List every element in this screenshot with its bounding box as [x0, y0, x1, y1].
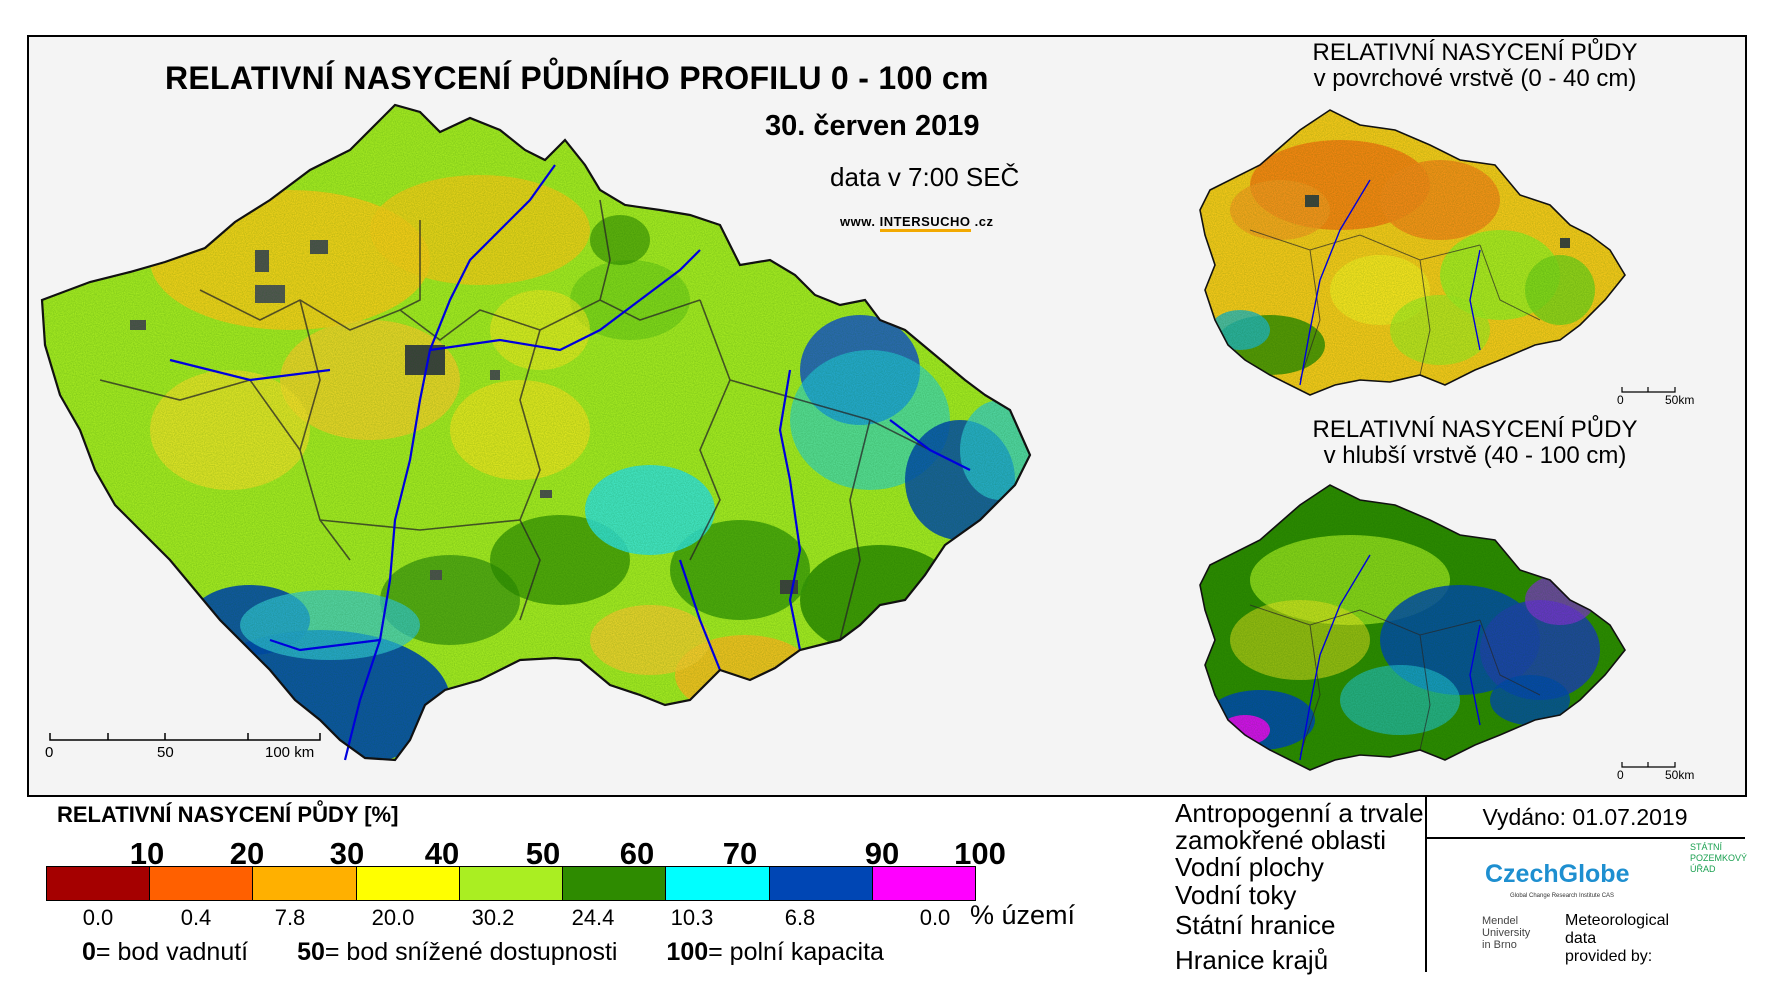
- legend-swatch: [459, 867, 564, 900]
- mendel-line: Mendel: [1482, 915, 1519, 927]
- legend-swatch: [666, 867, 770, 900]
- url-suffix: .cz: [974, 214, 994, 229]
- mendel-line: University: [1482, 927, 1531, 939]
- issued-date: Vydáno: 01.07.2019: [1425, 797, 1745, 839]
- key-anthropogenic: Antropogenní a trvale zamokřené oblasti: [1175, 800, 1424, 854]
- szu-line: STÁTNÍ: [1690, 842, 1723, 852]
- legend-swatch: [253, 867, 357, 900]
- main-time: data v 7:00 SEČ: [830, 162, 1020, 192]
- note-text: = bod snížené dostupnosti: [324, 938, 618, 966]
- czechglobe-subtitle: Global Change Research Institute CAS: [1510, 893, 1615, 899]
- legend-percent: 0.4: [180, 905, 212, 930]
- note-text: = bod vadnutí: [95, 938, 249, 966]
- meteo-line: data: [1565, 930, 1597, 947]
- legend-tick: 30: [329, 836, 365, 871]
- surface-region-borders: [1249, 229, 1541, 381]
- key-label: Vodní toky: [1175, 880, 1297, 910]
- main-date: 30. červen 2019: [765, 110, 980, 142]
- main-region-borders: [99, 199, 931, 641]
- note-text: = polní kapacita: [708, 938, 884, 966]
- surface-scale-label-50: 50km: [1665, 393, 1695, 407]
- szu-name: STÁTNÍ POZEMKOVÝ ÚŘAD: [1690, 842, 1747, 875]
- meteo-line: provided by:: [1565, 948, 1653, 965]
- key-label: Antropogenní a trvale: [1175, 798, 1424, 828]
- legend-percent: 0.0: [82, 905, 114, 930]
- legend-tick: 100: [954, 836, 1006, 871]
- legend-colorbar: [46, 866, 976, 901]
- deep-title-line2: v hlubší vrstvě (40 - 100 cm): [1323, 442, 1627, 469]
- legend-percent: 24.4: [571, 905, 615, 930]
- legend-percent: 20.0: [371, 905, 415, 930]
- legend-tick: 50: [525, 836, 561, 871]
- legend-percent: 30.2: [471, 905, 515, 930]
- deep-scale-label-0: 0: [1617, 768, 1624, 782]
- legend-tick: 10: [129, 836, 165, 871]
- main-scale-bar: [49, 733, 321, 741]
- main-scale-label-50: 50: [157, 744, 174, 761]
- main-scale-label-0: 0: [45, 744, 54, 761]
- mendel-name: Mendel University in Brno: [1482, 915, 1530, 951]
- czechglobe-name: CzechGlobe: [1485, 860, 1630, 888]
- intersucho-url[interactable]: www. INTERSUCHO .cz: [840, 214, 994, 232]
- key-label: Státní hranice: [1175, 910, 1336, 940]
- legend-swatch: [150, 867, 254, 900]
- main-rivers: [169, 164, 971, 761]
- legend-tick: 60: [619, 836, 655, 871]
- surface-title-line1: RELATIVNÍ NASYCENÍ PŮDY: [1312, 39, 1638, 66]
- legend-title: RELATIVNÍ NASYCENÍ PŮDY [%]: [57, 802, 399, 827]
- deep-rivers: [1299, 554, 1481, 761]
- key-label: Hranice krajů: [1175, 945, 1329, 975]
- mendel-line: in Brno: [1482, 939, 1517, 951]
- main-title: RELATIVNÍ NASYCENÍ PŮDNÍHO PROFILU 0 - 1…: [165, 60, 989, 96]
- url-brand: INTERSUCHO: [879, 214, 971, 232]
- deep-scale-bar: [1621, 762, 1676, 768]
- legend-notes: 0= bod vadnutí 50= bod snížené dostupnos…: [82, 938, 884, 967]
- deep-title-line1: RELATIVNÍ NASYCENÍ PŮDY: [1312, 416, 1638, 443]
- legend-tick: 70: [722, 836, 758, 871]
- surface-map-title: RELATIVNÍ NASYCENÍ PŮDY v povrchové vrst…: [1240, 40, 1710, 92]
- key-region-border: Hranice krajů: [1175, 945, 1328, 976]
- legend-percent: 0.0: [919, 905, 951, 930]
- legend-swatch: [872, 867, 975, 900]
- main-scale-label-100: 100 km: [265, 744, 315, 761]
- legend-tick: 20: [229, 836, 265, 871]
- legend-percent: 7.8: [274, 905, 306, 930]
- legend-tick: 90: [864, 836, 900, 871]
- meteo-line: Meteorological: [1565, 912, 1670, 929]
- legend-divider: [1425, 797, 1427, 972]
- legend-tick: 40: [424, 836, 460, 871]
- legend-swatch: [356, 867, 460, 900]
- surface-scale-label-0: 0: [1617, 393, 1624, 407]
- url-prefix: www.: [840, 214, 876, 229]
- legend-percent: 10.3: [670, 905, 714, 930]
- legend-percent-unit: % území: [970, 900, 1076, 930]
- legend-swatch: [769, 867, 873, 900]
- deep-map-title: RELATIVNÍ NASYCENÍ PŮDY v hlubší vrstvě …: [1240, 417, 1710, 469]
- key-label: zamokřené oblasti: [1175, 825, 1386, 855]
- note-value: 0: [82, 938, 96, 966]
- surface-rivers: [1299, 179, 1481, 386]
- deep-region-borders: [1249, 604, 1541, 756]
- key-label: Vodní plochy: [1175, 852, 1324, 882]
- key-water-bodies: Vodní plochy: [1175, 852, 1324, 883]
- szu-line: ÚŘAD: [1690, 864, 1716, 874]
- meteo-provider-text: Meteorological data provided by:: [1565, 912, 1669, 966]
- legend-swatch: [563, 867, 667, 900]
- deep-scale-label-50: 50km: [1665, 768, 1695, 782]
- note-value: 50: [297, 938, 325, 966]
- surface-scale-bar: [1621, 387, 1676, 393]
- szu-line: POZEMKOVÝ: [1690, 853, 1748, 863]
- legend-swatch: [47, 867, 151, 900]
- key-rivers: Vodní toky: [1175, 880, 1296, 911]
- legend-percent: 6.8: [784, 905, 816, 930]
- key-state-border: Státní hranice: [1175, 910, 1335, 941]
- surface-title-line2: v povrchové vrstvě (0 - 40 cm): [1313, 65, 1637, 92]
- note-value: 100: [666, 938, 709, 966]
